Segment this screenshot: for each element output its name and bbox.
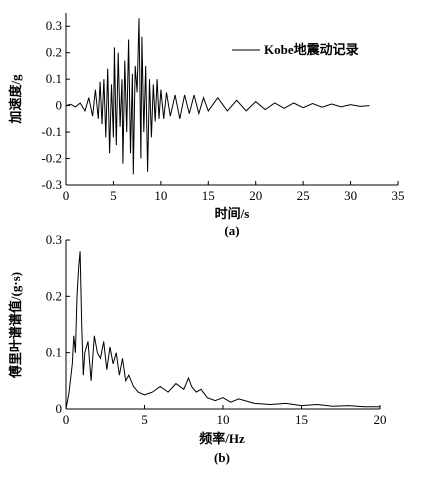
chart-a-x-tick-label: 15 bbox=[202, 188, 215, 203]
chart-b-x-tick-label: 5 bbox=[141, 412, 148, 427]
chart-a-x-tick-label: 35 bbox=[392, 188, 405, 203]
chart-a-legend: Kobe地震动记录 bbox=[232, 42, 359, 57]
chart-a-y-tick-label: 0.1 bbox=[46, 71, 62, 86]
chart-b: 0 5 10 15 20 0 0.1 0.2 0.3 频率/Hz 傅里叶谱谱值/(g·s) (… bbox=[8, 232, 387, 465]
chart-b-x-ticks: 0 5 10 15 20 bbox=[63, 405, 387, 427]
chart-b-y-tick-label: 0.3 bbox=[46, 232, 62, 247]
chart-b-x-label: 频率/Hz bbox=[199, 431, 245, 446]
chart-b-axes bbox=[65, 240, 380, 410]
chart-a-x-ticks: 0 5 10 15 20 25 30 35 bbox=[63, 181, 405, 203]
chart-a-y-tick-label: -0.1 bbox=[41, 124, 62, 139]
chart-a-panel-label: (a) bbox=[224, 223, 239, 238]
chart-a-legend-label: Kobe地震动记录 bbox=[264, 42, 359, 57]
chart-a-y-tick-label: 0.3 bbox=[46, 18, 62, 33]
chart-a-x-tick-label: 30 bbox=[344, 188, 357, 203]
chart-a-y-tick-label: -0.2 bbox=[41, 151, 62, 166]
chart-b-series-line bbox=[65, 251, 380, 410]
chart-b-y-tick-label: 0 bbox=[56, 401, 63, 416]
chart-a-x-tick-label: 25 bbox=[297, 188, 310, 203]
chart-a-x-tick-label: 20 bbox=[249, 188, 262, 203]
chart-b-x-tick-label: 15 bbox=[295, 412, 308, 427]
chart-b-y-label: 傅里叶谱谱值/(g·s) bbox=[8, 272, 23, 379]
chart-a-x-tick-label: 0 bbox=[63, 188, 70, 203]
chart-a-axes bbox=[65, 13, 398, 186]
chart-b-x-tick-label: 0 bbox=[63, 412, 70, 427]
chart-a: 0 5 10 15 20 25 30 35 -0.3 -0.2 -0.1 0 0.1 0.2 0.3 Ko… bbox=[8, 13, 405, 238]
chart-b-x-tick-label: 20 bbox=[374, 412, 387, 427]
chart-b-panel-label: (b) bbox=[214, 450, 230, 465]
chart-a-y-tick-label: -0.3 bbox=[41, 177, 62, 192]
chart-a-x-label: 时间/s bbox=[215, 206, 250, 221]
chart-a-y-tick-label: 0.2 bbox=[46, 45, 62, 60]
chart-b-x-tick-label: 10 bbox=[217, 412, 230, 427]
chart-a-y-label: 加速度/g bbox=[8, 74, 23, 125]
chart-b-y-ticks: 0 0.1 0.2 0.3 bbox=[46, 232, 70, 416]
chart-b-y-tick-label: 0.2 bbox=[46, 288, 62, 303]
chart-a-series-line bbox=[65, 18, 370, 175]
chart-a-x-tick-label: 10 bbox=[154, 188, 167, 203]
chart-a-x-tick-label: 5 bbox=[110, 188, 117, 203]
chart-a-y-tick-label: 0 bbox=[56, 98, 63, 113]
chart-b-y-tick-label: 0.1 bbox=[46, 345, 62, 360]
chart-a-y-ticks: -0.3 -0.2 -0.1 0 0.1 0.2 0.3 bbox=[41, 18, 70, 192]
